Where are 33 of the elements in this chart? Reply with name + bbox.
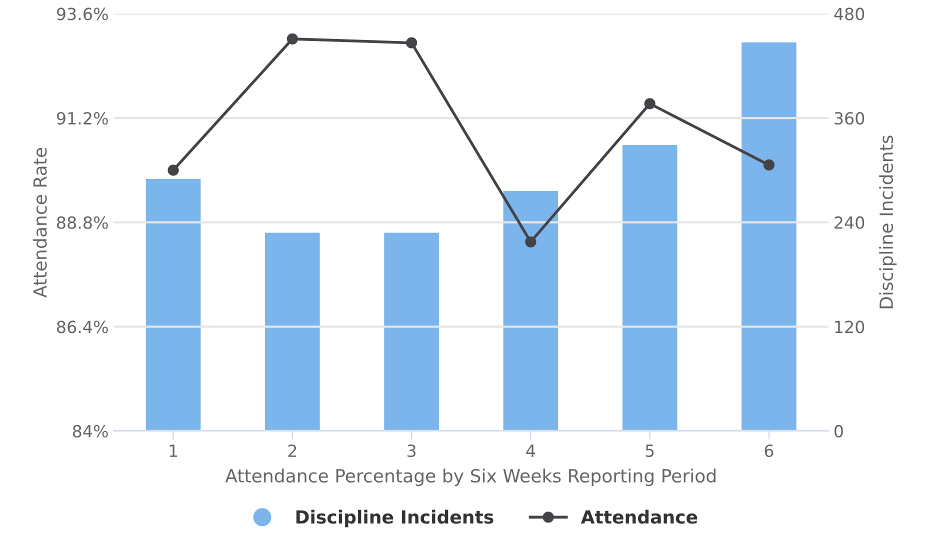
y2-tick-label: 240 [834, 216, 864, 229]
y2-tick-label: 120 [835, 320, 864, 334]
point [763, 159, 775, 171]
bar [146, 178, 201, 431]
point [406, 37, 418, 48]
x-tick-label: 1 [170, 444, 178, 457]
y-tick-label: 84% [72, 424, 108, 438]
y-tick-label: 91.2% [56, 112, 108, 125]
point [525, 236, 536, 248]
point [644, 98, 656, 110]
x-tick-label: 4 [526, 444, 536, 457]
bar [503, 191, 558, 431]
y2-tick-label: 360 [834, 112, 864, 125]
y-tick-label: 88.8% [57, 216, 108, 229]
point [286, 33, 298, 44]
y2-tick-label: 480 [834, 8, 864, 20]
y-tick-label: 86.4% [57, 320, 108, 334]
x-tick-label: 6 [764, 444, 774, 458]
bar [265, 232, 320, 431]
legend-label: Discipline Incidents [296, 510, 494, 528]
x-tick-label: 3 [408, 444, 416, 458]
bar [742, 42, 796, 431]
x-axis-title: Attendance Percentage by Six Weeks Reporting Period [225, 468, 716, 486]
x-tick-label: 5 [646, 444, 654, 458]
legend-label: Attendance [580, 510, 698, 524]
bar [622, 144, 678, 431]
bar [384, 232, 439, 431]
y-axis-title: Attendance Rate [32, 148, 47, 298]
y-tick-label: 93.6% [56, 8, 108, 20]
x-tick-label: 2 [288, 444, 296, 457]
y2-axis-title: Discipline Incidents [879, 136, 897, 308]
y2-tick-label: 0 [834, 424, 843, 438]
point [168, 164, 179, 176]
